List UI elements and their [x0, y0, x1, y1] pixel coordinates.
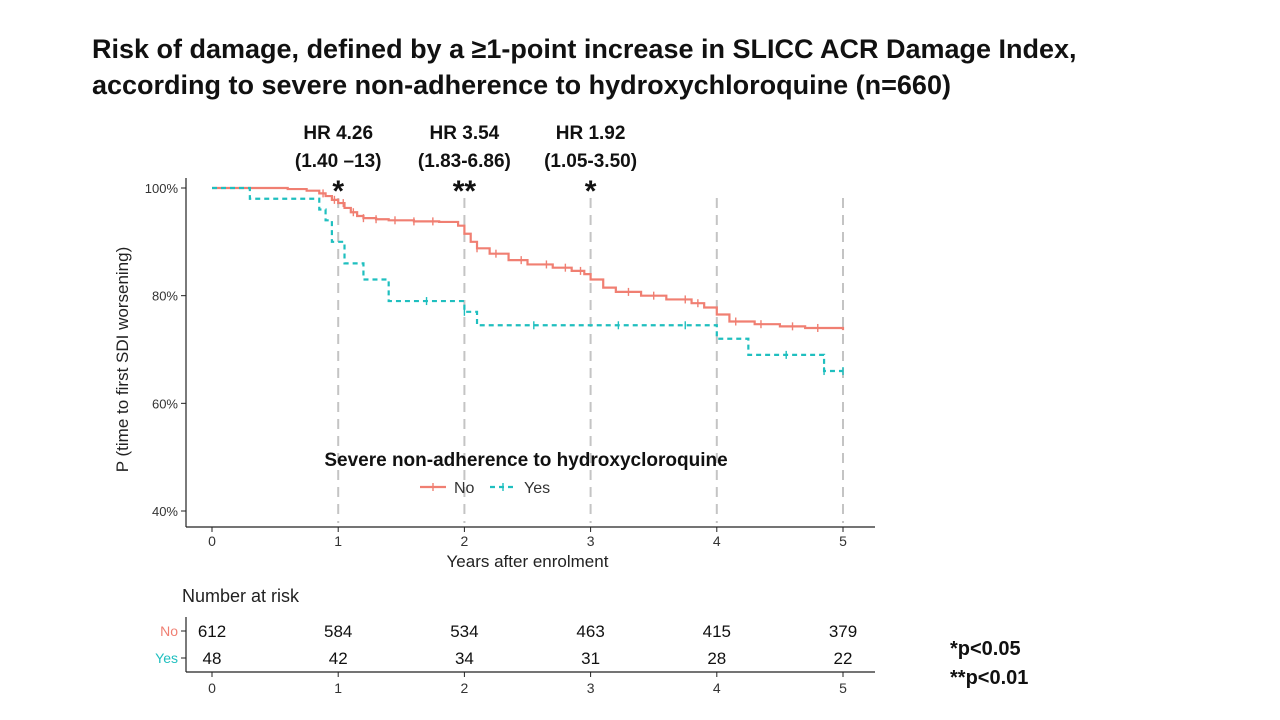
risk-count-yes: 31 — [581, 649, 600, 668]
legend-label-no: No — [454, 480, 475, 497]
x-tick-label: 4 — [713, 533, 721, 549]
hr-ci-label-3: (1.05-3.50) — [544, 151, 637, 172]
risk-x-tick-label: 4 — [713, 680, 721, 696]
significance-stars-3: * — [585, 175, 597, 208]
risk-count-yes: 22 — [834, 649, 853, 668]
x-tick-label: 3 — [587, 533, 595, 549]
hr-ci-label-2: (1.83-6.86) — [418, 151, 511, 172]
risk-x-tick-label: 1 — [334, 680, 342, 696]
x-tick-label: 0 — [208, 533, 216, 549]
risk-count-no: 415 — [703, 622, 731, 641]
risk-count-no: 534 — [450, 622, 478, 641]
risk-x-tick-label: 0 — [208, 680, 216, 696]
series-line-yes — [212, 186, 843, 373]
chart-axes: 100% 80% 60% 40% 0 1 2 3 4 5 Years after enrolment… — [113, 178, 875, 571]
footnote-p05: *p<0.05 — [950, 638, 1021, 660]
y-tick-label: 60% — [152, 396, 178, 411]
title-line-1: Risk of damage, defined by a ≥1-point in… — [92, 34, 1077, 64]
risk-count-no: 379 — [829, 622, 857, 641]
risk-x-tick-label: 3 — [587, 680, 595, 696]
risk-count-yes: 42 — [329, 649, 348, 668]
reference-lines — [337, 198, 844, 523]
risk-row-label-yes: Yes — [155, 650, 178, 666]
y-tick-label: 100% — [145, 181, 179, 196]
risk-count-yes: 28 — [707, 649, 726, 668]
risk-table-title: Number at risk — [182, 586, 300, 606]
series-line-no — [212, 186, 845, 331]
y-tick-label: 80% — [152, 289, 178, 304]
legend-title: Severe non-adherence to hydroxycloroquin… — [324, 450, 727, 471]
title-line-2: according to severe non-adherence to hyd… — [92, 70, 951, 100]
hr-annotations: HR 4.26 (1.40 –13) * HR 3.54 (1.83-6.86) ** HR… — [295, 123, 637, 208]
y-tick-label: 40% — [152, 504, 178, 519]
legend-label-yes: Yes — [524, 480, 550, 497]
x-tick-label: 2 — [461, 533, 469, 549]
risk-count-yes: 48 — [203, 649, 222, 668]
hr-label-2: HR 3.54 — [430, 123, 500, 144]
risk-count-no: 584 — [324, 622, 352, 641]
x-tick-label: 5 — [839, 533, 847, 549]
risk-x-tick-label: 2 — [461, 680, 469, 696]
hr-label-1: HR 4.26 — [303, 123, 373, 144]
risk-x-tick-label: 5 — [839, 680, 847, 696]
y-axis-title: P (time to first SDI worsening) — [113, 247, 132, 472]
footnote-p01: **p<0.01 — [950, 667, 1029, 689]
x-tick-label: 1 — [334, 533, 342, 549]
survival-curves — [212, 186, 845, 376]
page-title: Risk of damage, defined by a ≥1-point in… — [92, 31, 1192, 103]
x-axis-title: Years after enrolment — [447, 552, 609, 571]
hr-ci-label-1: (1.40 –13) — [295, 151, 382, 172]
risk-count-yes: 34 — [455, 649, 474, 668]
significance-stars-2: ** — [453, 175, 477, 208]
hr-label-3: HR 1.92 — [556, 123, 626, 144]
legend: Severe non-adherence to hydroxycloroquin… — [324, 450, 727, 497]
risk-count-no: 463 — [576, 622, 604, 641]
risk-count-no: 612 — [198, 622, 226, 641]
risk-row-label-no: No — [160, 623, 178, 639]
